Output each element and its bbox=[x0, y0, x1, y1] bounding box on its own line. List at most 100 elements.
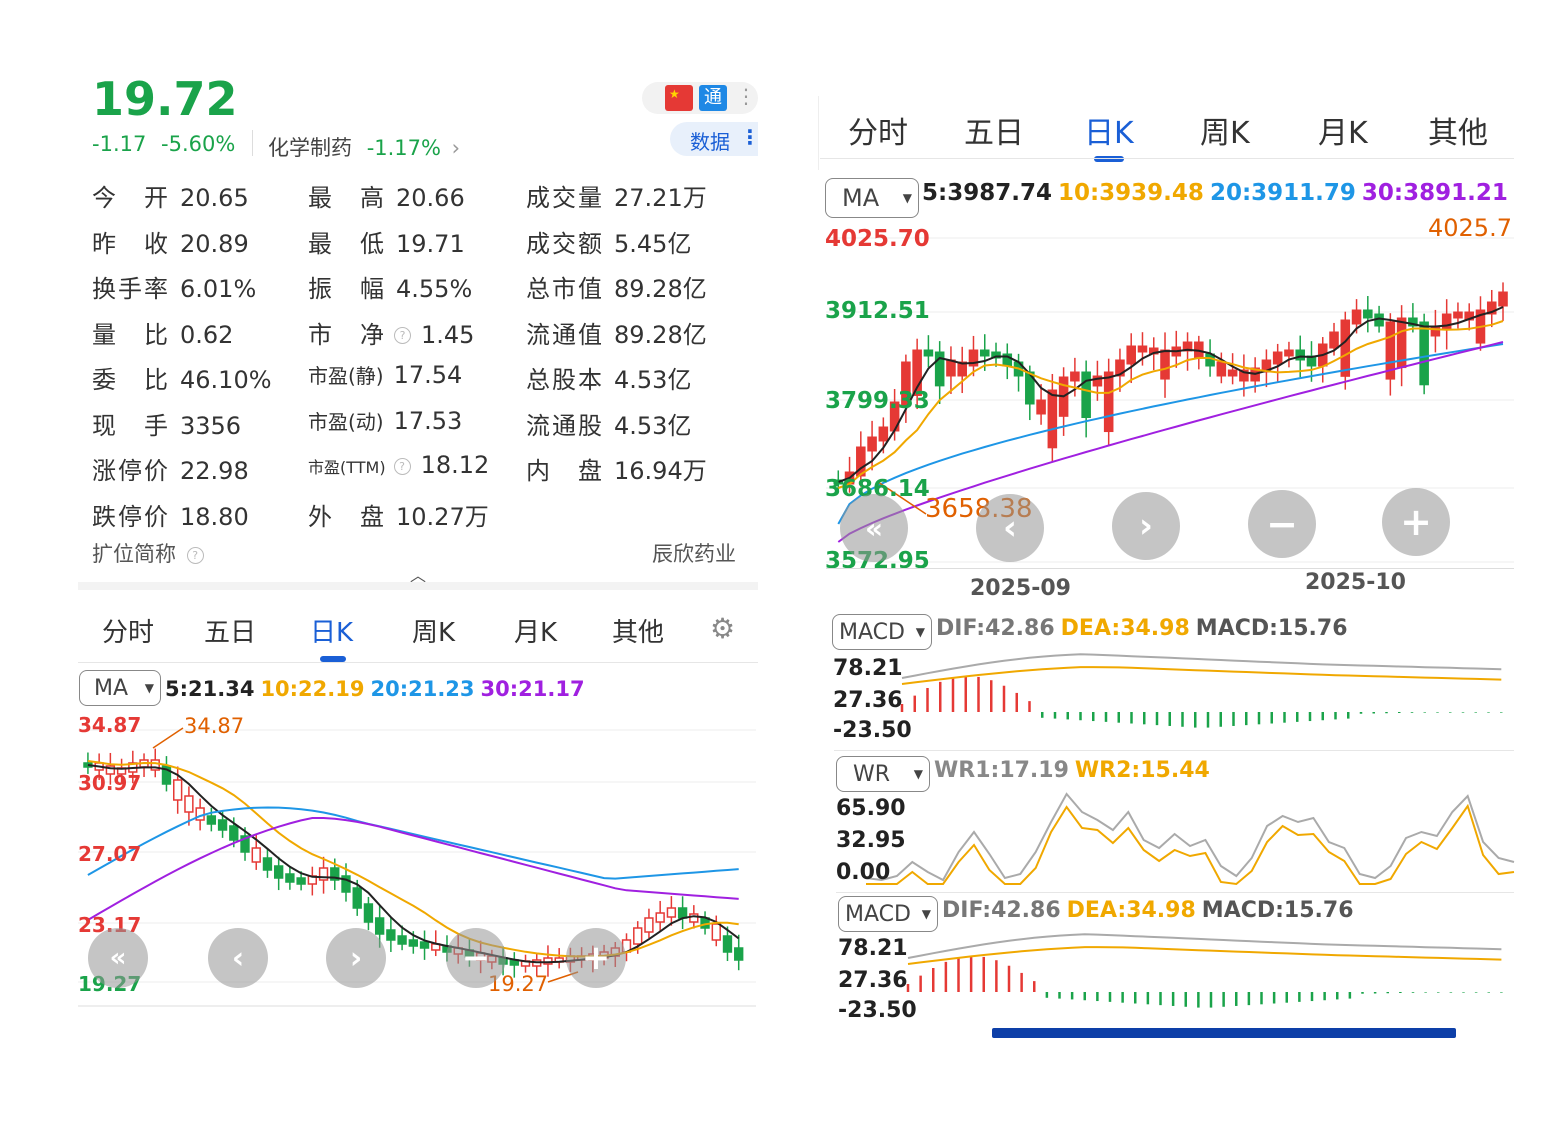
wr-y-label-2: 0.00 bbox=[836, 860, 891, 885]
left-candle-body bbox=[251, 847, 261, 863]
left-candle-body bbox=[374, 917, 385, 935]
china-flag-icon: ★ bbox=[665, 85, 693, 111]
right-ma10: 10:3939.48 bbox=[1057, 180, 1204, 206]
wr-values: WR1:17.19 WR2:15.44 bbox=[934, 758, 1216, 783]
prev-icon[interactable]: ‹ bbox=[208, 928, 268, 988]
zoom-out-icon[interactable]: − bbox=[446, 928, 506, 988]
right-tab-4[interactable]: 月K bbox=[1318, 116, 1368, 151]
left-candle-body bbox=[318, 867, 329, 881]
info-icon[interactable]: ? bbox=[394, 327, 411, 344]
wr-y-label-0: 65.90 bbox=[836, 796, 906, 821]
right-candle-body bbox=[1363, 309, 1373, 319]
zoom-out-icon[interactable]: − bbox=[1248, 490, 1316, 558]
right-candle-body bbox=[1453, 311, 1463, 319]
wr-selector[interactable]: WR ▼ bbox=[836, 756, 930, 792]
right-candle-body bbox=[1239, 369, 1249, 382]
quote-value: 89.28亿 bbox=[614, 320, 707, 349]
chevron-up-icon[interactable]: ︿ bbox=[410, 566, 427, 585]
right-ma-selector[interactable]: MA ▼ bbox=[825, 178, 919, 218]
right-ma30: 30:3891.21 bbox=[1361, 180, 1508, 206]
fast-back-icon[interactable]: « bbox=[840, 494, 908, 562]
macd2-svg-dif-line bbox=[907, 933, 1502, 959]
left-candle-body bbox=[296, 877, 306, 885]
quote-value: 16.94万 bbox=[614, 457, 707, 485]
quote-label: 换手率 bbox=[92, 275, 170, 303]
quote-cell: 最 高 20.66 bbox=[308, 178, 465, 218]
left-candlestick-chart[interactable] bbox=[78, 710, 756, 1008]
right-tab-0[interactable]: 分时 bbox=[848, 116, 908, 151]
right-candle-body bbox=[912, 349, 922, 396]
right-active-tab-underline bbox=[1094, 156, 1124, 162]
right-x-label-1: 2025-09 bbox=[970, 576, 1071, 601]
right-tab-5[interactable]: 其他 bbox=[1428, 116, 1488, 151]
left-candle-body bbox=[386, 929, 396, 941]
left-candle-body bbox=[633, 927, 643, 945]
right-candle-body bbox=[1441, 313, 1452, 331]
panel-divider bbox=[834, 750, 1514, 751]
right-y-label-0: 4025.70 bbox=[825, 226, 930, 252]
zoom-in-icon[interactable]: + bbox=[1382, 488, 1450, 556]
quote-label: 量 比 bbox=[92, 320, 170, 349]
data-button[interactable]: 数据 ⋮ bbox=[670, 122, 760, 156]
macd-selector-2-label: MACD bbox=[845, 901, 911, 927]
price-change: -1.17 -5.60% bbox=[92, 132, 235, 156]
right-tab-2[interactable]: 日K bbox=[1084, 116, 1134, 151]
right-tab-3[interactable]: 周K bbox=[1200, 116, 1250, 151]
quote-label: 市盈(静) bbox=[308, 364, 384, 388]
change-percent: -5.60% bbox=[161, 132, 236, 156]
right-ma-selector-label: MA bbox=[842, 184, 880, 212]
quote-label: 委 比 bbox=[92, 366, 170, 394]
more-vertical-icon[interactable]: ⋮ bbox=[736, 84, 756, 108]
left-active-tab-underline bbox=[320, 656, 346, 662]
left-candle-body bbox=[397, 935, 407, 945]
quote-cell: 昨 收 20.89 bbox=[92, 224, 249, 264]
quote-cell: 流通股 4.53亿 bbox=[526, 406, 691, 446]
right-ma10-line bbox=[837, 320, 1504, 489]
macd-selector-2[interactable]: MACD ▼ bbox=[838, 896, 938, 932]
next-icon[interactable]: › bbox=[1112, 492, 1180, 560]
left-ma-selector[interactable]: MA ▼ bbox=[79, 670, 161, 706]
left-high-annotation: 34.87 bbox=[184, 714, 245, 738]
chevron-down-icon: ▼ bbox=[144, 681, 154, 695]
left-tab-5[interactable]: 其他 bbox=[612, 618, 665, 648]
left-ma20: 20:21.23 bbox=[370, 677, 475, 701]
left-tab-4[interactable]: 月K bbox=[514, 618, 558, 648]
gear-icon[interactable]: ⚙ bbox=[710, 612, 736, 645]
fast-back-icon[interactable]: « bbox=[88, 928, 148, 988]
right-ma20: 20:3911.79 bbox=[1209, 180, 1356, 206]
quote-value: 3356 bbox=[180, 411, 242, 440]
next-icon[interactable]: › bbox=[326, 928, 386, 988]
right-x-label-2: 2025-10 bbox=[1305, 570, 1406, 595]
left-candle-body bbox=[419, 941, 430, 949]
prev-icon[interactable]: ‹ bbox=[976, 494, 1044, 562]
right-ma30-line bbox=[837, 341, 1504, 543]
quote-label: 流通值 bbox=[526, 320, 604, 349]
right-candle-body bbox=[1295, 349, 1305, 361]
left-high-pointer bbox=[152, 727, 184, 749]
right-tab-1[interactable]: 五日 bbox=[964, 116, 1024, 151]
tong-badge: 通 bbox=[699, 85, 727, 111]
info-icon[interactable]: ? bbox=[393, 457, 411, 475]
left-tab-2[interactable]: 日K bbox=[310, 618, 354, 648]
quote-label: 最 高 bbox=[308, 184, 386, 212]
left-tab-3[interactable]: 周K bbox=[412, 618, 456, 648]
left-ma20-line bbox=[87, 806, 739, 880]
left-tab-1[interactable]: 五日 bbox=[204, 618, 257, 648]
right-candle-body bbox=[1498, 291, 1508, 307]
right-candlestick-chart[interactable] bbox=[826, 224, 1514, 572]
quote-value: 4.55% bbox=[396, 275, 473, 303]
macd-selector[interactable]: MACD ▼ bbox=[832, 614, 932, 650]
right-candle-body bbox=[1216, 361, 1227, 377]
wr2-value: WR2:15.44 bbox=[1074, 758, 1210, 783]
macd1-svg-dif-line bbox=[901, 653, 1502, 679]
chevron-right-icon: › bbox=[451, 136, 461, 160]
left-candle-body bbox=[105, 765, 116, 775]
quote-label: 市盈(动) bbox=[308, 409, 384, 434]
scroll-indicator[interactable] bbox=[992, 1028, 1456, 1038]
quote-value: 89.28亿 bbox=[614, 275, 707, 303]
left-tab-0[interactable]: 分时 bbox=[102, 618, 155, 648]
left-candle-body bbox=[330, 867, 340, 881]
right-candle-body bbox=[1182, 341, 1193, 352]
zoom-in-icon[interactable]: + bbox=[566, 928, 626, 988]
sector-link[interactable]: 化学制药 -1.17% › bbox=[268, 132, 460, 162]
